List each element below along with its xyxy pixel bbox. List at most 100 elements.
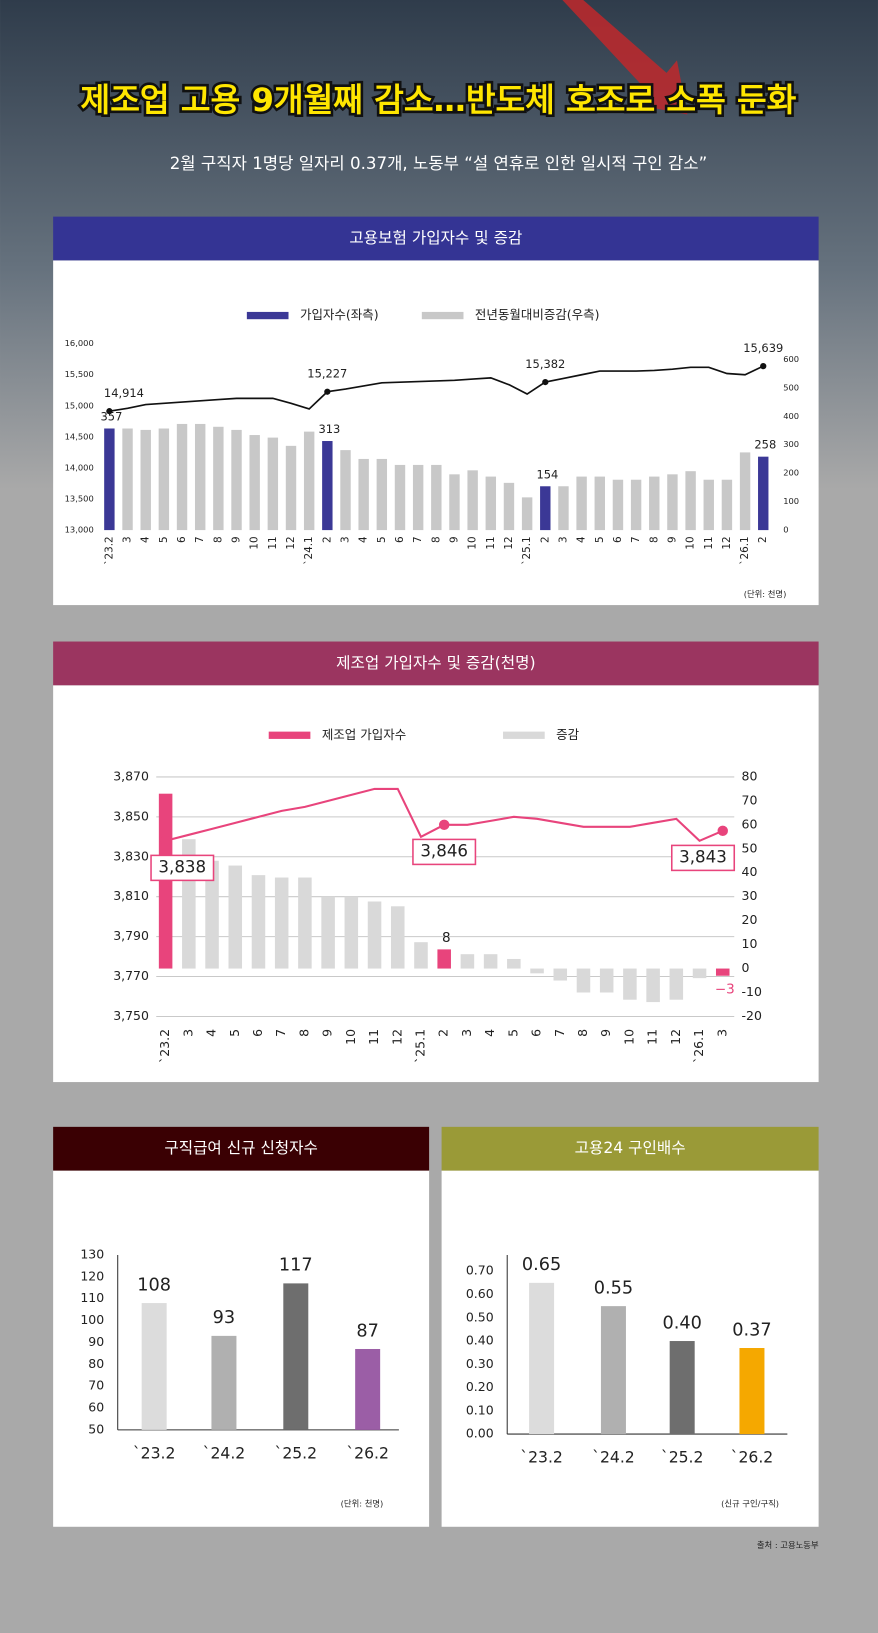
- data-label: 154: [536, 467, 558, 481]
- y-tick-label: 3,770: [113, 968, 149, 983]
- data-label: 3,843: [679, 847, 727, 866]
- x-tick-label: 4: [358, 536, 370, 543]
- y-tick-label: 50: [742, 840, 758, 855]
- legend-swatch: [503, 731, 545, 739]
- x-tick-label: 5: [505, 1029, 520, 1037]
- x-tick-label: 11: [485, 536, 497, 549]
- bar: [390, 906, 405, 969]
- legend-swatch: [246, 311, 289, 320]
- y-tick-label: 3,790: [113, 928, 149, 943]
- y-tick-label: 3,750: [113, 1008, 149, 1023]
- bar: [412, 464, 424, 531]
- y-tick-label: 80: [742, 768, 758, 783]
- bar: [213, 426, 224, 531]
- x-tick-label: 9: [231, 536, 243, 543]
- bar: [503, 482, 515, 531]
- x-tick-label: 9: [598, 1029, 613, 1037]
- x-tick-label: 8: [575, 1029, 590, 1037]
- bar: [376, 458, 388, 531]
- chart-title: 제조업 가입자수 및 증감(천명): [336, 654, 535, 672]
- x-tick-label: `25.2: [275, 1444, 318, 1462]
- bar: [703, 479, 714, 531]
- data-label: 87: [356, 1321, 379, 1341]
- bar: [600, 1306, 626, 1435]
- x-tick-label: 6: [250, 1029, 265, 1037]
- source: 출처 : 고용노동부: [757, 1540, 819, 1550]
- point-marker: [438, 819, 450, 831]
- bar: [553, 968, 568, 981]
- x-tick-label: 7: [194, 536, 206, 543]
- bar: [739, 452, 751, 531]
- data-label: 8: [442, 930, 451, 946]
- x-tick-label: 5: [594, 536, 606, 543]
- panel-header: [441, 1126, 819, 1171]
- point-marker: [760, 362, 767, 370]
- y-tick-label: 400: [783, 411, 799, 421]
- x-tick-label: 12: [389, 1029, 404, 1045]
- y-tick-label: 300: [783, 439, 799, 449]
- data-label: 15,227: [307, 367, 347, 381]
- data-label: 0.37: [732, 1320, 771, 1340]
- bar: [231, 429, 242, 531]
- bar: [483, 954, 498, 969]
- x-tick-label: 12: [503, 536, 515, 549]
- x-tick-label: 10: [343, 1029, 358, 1045]
- data-label: 0.55: [594, 1278, 633, 1298]
- data-label: −3: [715, 981, 735, 997]
- bar: [298, 877, 312, 969]
- x-tick-label: 9: [320, 1029, 335, 1037]
- bar: [194, 423, 206, 531]
- bar: [739, 1348, 765, 1435]
- x-tick-label: 11: [703, 536, 715, 549]
- bar: [449, 474, 460, 531]
- x-tick-label: `24.2: [592, 1449, 635, 1467]
- x-tick-label: 4: [204, 1029, 219, 1037]
- bar: [521, 497, 533, 531]
- point-marker: [160, 835, 171, 847]
- x-tick-label: 7: [273, 1029, 288, 1037]
- y-tick-label: 3,850: [113, 808, 149, 823]
- y-tick-label: 600: [783, 354, 799, 364]
- bar: [205, 860, 219, 969]
- panel-header: [53, 216, 819, 261]
- bar: [667, 474, 678, 531]
- y-tick-label: -20: [742, 1008, 762, 1023]
- y-tick-label: 110: [80, 1290, 104, 1305]
- y-tick-label: 500: [783, 382, 799, 392]
- bar: [599, 968, 614, 993]
- bar: [715, 968, 730, 976]
- bar: [612, 479, 624, 531]
- x-tick-label: 6: [612, 536, 624, 543]
- data-label: 313: [318, 422, 340, 436]
- y-tick-label: 3,810: [113, 888, 149, 903]
- label-box: [150, 854, 215, 882]
- bar: [558, 486, 569, 531]
- legend-label: 가입자수(좌측): [300, 307, 379, 322]
- data-label: 3,846: [420, 841, 468, 860]
- x-tick-label: `24.2: [203, 1444, 246, 1462]
- y-tick-label: 30: [742, 888, 758, 903]
- bar: [340, 450, 351, 531]
- x-tick-label: 11: [366, 1029, 381, 1045]
- bar: [623, 968, 637, 1000]
- bar: [414, 942, 428, 969]
- legend-label: 전년동월대비증감(우측): [475, 307, 600, 322]
- bar: [176, 423, 188, 531]
- bar: [437, 949, 451, 969]
- bar: [158, 428, 170, 531]
- point-marker: [324, 388, 331, 395]
- x-tick-label: 9: [666, 536, 678, 543]
- data-label: 93: [213, 1308, 236, 1328]
- y-tick-label: 0.30: [466, 1356, 494, 1371]
- x-tick-label: 12: [668, 1029, 683, 1045]
- x-tick-label: 10: [621, 1029, 636, 1045]
- bar: [485, 476, 497, 531]
- y-tick-label: 13,500: [65, 494, 94, 504]
- bar: [355, 1348, 381, 1430]
- x-tick-label: `26.2: [731, 1449, 774, 1467]
- bar: [303, 431, 315, 531]
- y-tick-label: 70: [742, 792, 758, 807]
- data-label: 15,382: [525, 357, 565, 371]
- x-tick-label: `23.2: [133, 1444, 176, 1462]
